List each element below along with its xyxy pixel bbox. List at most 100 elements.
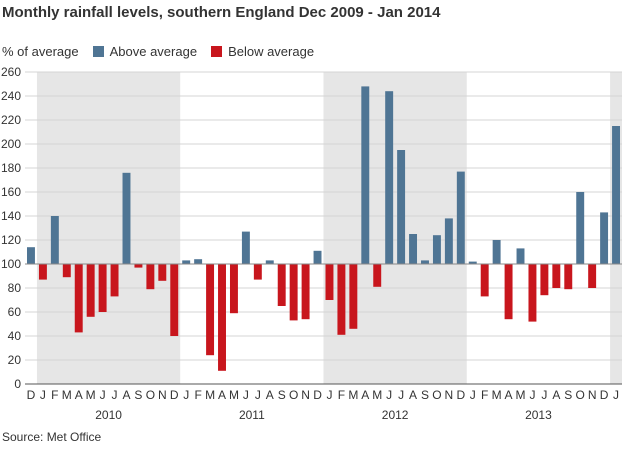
bar-below-average bbox=[504, 264, 513, 320]
x-tick-label: M bbox=[62, 388, 72, 402]
bar-below-average bbox=[134, 264, 143, 268]
x-tick-label: N bbox=[445, 388, 454, 402]
x-tick-label: J bbox=[255, 388, 261, 402]
bar-below-average bbox=[86, 264, 95, 317]
x-tick-label: F bbox=[194, 388, 201, 402]
x-tick-label: S bbox=[564, 388, 572, 402]
bar-below-average bbox=[325, 264, 334, 300]
x-tick-label: A bbox=[505, 388, 513, 402]
legend-below-swatch bbox=[211, 46, 223, 57]
year-band-0 bbox=[36, 72, 181, 384]
legend-above: Above average bbox=[92, 44, 198, 59]
legend-below: Below average bbox=[211, 44, 314, 59]
legend-above-label: Above average bbox=[109, 44, 198, 59]
x-tick-label: D bbox=[456, 388, 465, 402]
x-tick-label: F bbox=[481, 388, 488, 402]
y-tick-label: 220 bbox=[1, 113, 21, 127]
y-tick-label: 200 bbox=[1, 137, 21, 151]
bar-above-average bbox=[444, 218, 453, 264]
x-tick-label: N bbox=[301, 388, 310, 402]
bar-below-average bbox=[74, 264, 83, 333]
y-tick-label: 100 bbox=[1, 257, 21, 271]
x-tick-label: O bbox=[146, 388, 155, 402]
x-tick-label: J bbox=[470, 388, 476, 402]
x-tick-label: J bbox=[100, 388, 106, 402]
bar-below-average bbox=[289, 264, 298, 321]
x-tick-label: F bbox=[51, 388, 58, 402]
x-tick-label: A bbox=[218, 388, 226, 402]
y-tick-label: 0 bbox=[14, 377, 21, 391]
bar-above-average bbox=[182, 260, 191, 264]
bar-above-average bbox=[492, 240, 501, 264]
bar-above-average bbox=[432, 235, 441, 264]
x-tick-label: M bbox=[372, 388, 382, 402]
bar-below-average bbox=[110, 264, 119, 297]
bar-below-average bbox=[98, 264, 107, 312]
x-tick-label: J bbox=[183, 388, 189, 402]
x-tick-label: F bbox=[338, 388, 345, 402]
y-tick-label: 120 bbox=[1, 233, 21, 247]
x-tick-label: A bbox=[361, 388, 369, 402]
bar-above-average bbox=[27, 247, 35, 264]
bar-below-average bbox=[564, 264, 573, 290]
bar-below-average bbox=[337, 264, 346, 335]
bar-above-average bbox=[409, 234, 418, 264]
x-tick-label: A bbox=[75, 388, 83, 402]
bar-below-average bbox=[229, 264, 238, 314]
year-label-2012: 2012 bbox=[382, 408, 409, 422]
bar-below-average bbox=[301, 264, 310, 320]
bar-below-average bbox=[62, 264, 71, 278]
year-band-1 bbox=[323, 72, 467, 384]
x-tick-label: M bbox=[205, 388, 215, 402]
bar-below-average bbox=[528, 264, 537, 322]
bar-above-average bbox=[50, 216, 59, 264]
y-tick-label: 240 bbox=[1, 89, 21, 103]
y-tick-label: 20 bbox=[8, 353, 22, 367]
x-tick-label: J bbox=[398, 388, 404, 402]
x-tick-label: D bbox=[27, 388, 36, 402]
x-tick-label: N bbox=[588, 388, 597, 402]
y-tick-label: 140 bbox=[1, 209, 21, 223]
y-tick-label: 80 bbox=[8, 281, 22, 295]
bar-below-average bbox=[170, 264, 179, 336]
legend-unit: % of average bbox=[2, 44, 79, 59]
bar-below-average bbox=[146, 264, 155, 290]
x-tick-label: D bbox=[600, 388, 609, 402]
x-tick-label: S bbox=[134, 388, 142, 402]
chart-title: Monthly rainfall levels, southern Englan… bbox=[2, 4, 441, 21]
bar-above-average bbox=[421, 260, 429, 264]
bar-above-average bbox=[265, 260, 274, 264]
x-tick-label: M bbox=[229, 388, 239, 402]
x-tick-label: O bbox=[432, 388, 441, 402]
x-tick-label: M bbox=[516, 388, 526, 402]
bar-above-average bbox=[516, 248, 525, 264]
y-tick-label: 160 bbox=[1, 185, 21, 199]
bar-below-average bbox=[373, 264, 382, 287]
bar-above-average bbox=[194, 259, 203, 264]
bar-below-average bbox=[540, 264, 549, 296]
y-tick-label: 60 bbox=[8, 305, 22, 319]
x-tick-label: A bbox=[552, 388, 560, 402]
y-tick-label: 180 bbox=[1, 161, 21, 175]
bar-below-average bbox=[253, 264, 262, 280]
bar-above-average bbox=[468, 261, 477, 264]
bar-below-average bbox=[206, 264, 215, 356]
x-tick-label: D bbox=[170, 388, 179, 402]
legend: % of average Above average Below average bbox=[2, 44, 328, 59]
bar-below-average bbox=[349, 264, 358, 329]
x-tick-label: D bbox=[313, 388, 322, 402]
bar-above-average bbox=[385, 91, 394, 264]
x-tick-label: O bbox=[289, 388, 298, 402]
x-tick-label: J bbox=[326, 388, 332, 402]
x-tick-label: J bbox=[243, 388, 249, 402]
x-tick-label: J bbox=[40, 388, 46, 402]
bar-below-average bbox=[277, 264, 286, 306]
x-tick-label: J bbox=[529, 388, 535, 402]
x-tick-label: J bbox=[112, 388, 118, 402]
bar-above-average bbox=[122, 172, 131, 264]
bar-above-average bbox=[361, 86, 370, 265]
legend-above-swatch bbox=[92, 46, 104, 57]
x-tick-label: M bbox=[348, 388, 358, 402]
x-tick-label: S bbox=[421, 388, 429, 402]
